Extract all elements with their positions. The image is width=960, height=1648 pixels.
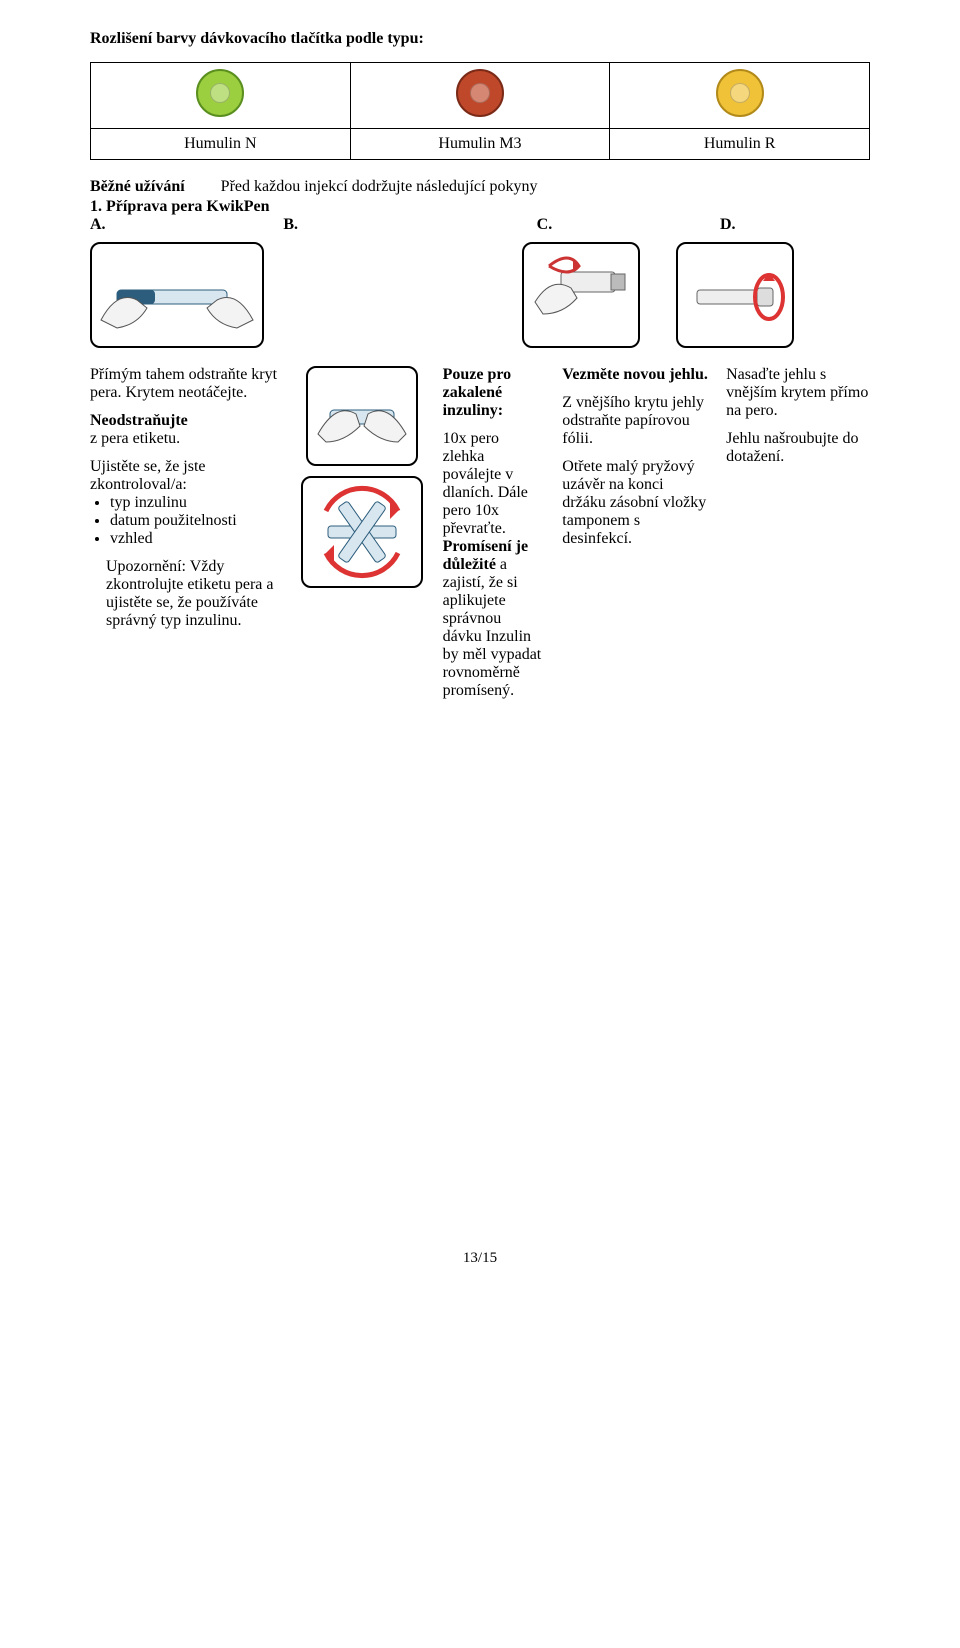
list-item: datum použitelnosti [110, 512, 282, 530]
usage-text: Před každou injekcí dodržujte následujíc… [221, 178, 538, 196]
col-b-images [300, 366, 425, 588]
swatch-cell [350, 63, 610, 129]
illustration-step-b-invert [301, 476, 423, 588]
swatch-cell [610, 63, 870, 129]
usage-label: Běžné užívání [90, 178, 185, 196]
illustration-step-c [522, 242, 640, 348]
col-a-listlead: Ujistěte se, že jste zkontroloval/a: [90, 458, 282, 494]
page-heading: Rozlišení barvy dávkovacího tlačítka pod… [90, 30, 870, 48]
col-d: Nasaďte jehlu s vnějším krytem přímo na … [726, 366, 870, 476]
col-d-p2: Jehlu našroubujte do dotažení. [726, 430, 870, 466]
col-a-p2-bold: Neodstraňujte [90, 412, 188, 429]
col-a-list: typ inzulinu datum použitelnosti vzhled [90, 494, 282, 548]
col-a-p2: Neodstraňujte z pera etiketu. [90, 412, 282, 448]
illustration-step-b-roll [306, 366, 418, 466]
illustration-step-a [90, 242, 264, 348]
col-c-p1: Z vnějšího krytu jehly odstraňte papírov… [562, 394, 708, 448]
col-c-p2: Otřete malý pryžový uzávěr na konci držá… [562, 458, 708, 548]
product-name: Humulin M3 [350, 129, 610, 160]
swatch-humulin-r [716, 69, 764, 117]
step-d-label: D. [720, 216, 870, 234]
page-footer: 13/15 [90, 1250, 870, 1267]
col-b-text: Pouze pro zakalené inzuliny: 10x pero zl… [443, 366, 545, 710]
list-item: vzhled [110, 530, 282, 548]
col-a-p2-rest: z pera etiketu. [90, 430, 180, 447]
list-item: typ inzulinu [110, 494, 282, 512]
product-name: Humulin R [610, 129, 870, 160]
col-b-body2a: Promísení je důležité [443, 538, 528, 573]
col-b-body1: 10x pero zlehka poválejte v dlaních. Dál… [443, 430, 528, 537]
step-b-label: B. [283, 216, 523, 234]
col-c-head: Vezměte novou jehlu. [562, 366, 708, 384]
col-b-head: Pouze pro zakalené inzuliny: [443, 366, 545, 420]
step-a-label: A. [90, 216, 270, 234]
section-title: 1. Příprava pera KwikPen [90, 198, 870, 216]
col-d-p1: Nasaďte jehlu s vnějším krytem přímo na … [726, 366, 870, 420]
usage-row: Běžné užívání Před každou injekcí dodržu… [90, 178, 870, 196]
col-a: Přímým tahem odstraňte kryt pera. Krytem… [90, 366, 282, 640]
instruction-columns: Přímým tahem odstraňte kryt pera. Krytem… [90, 366, 870, 710]
product-name: Humulin N [91, 129, 351, 160]
illustration-step-d [676, 242, 794, 348]
step-c-label: C. [537, 216, 707, 234]
step-images-row [90, 242, 870, 348]
col-a-p1: Přímým tahem odstraňte kryt pera. Krytem… [90, 366, 282, 402]
col-a-note: Upozornění: Vždy zkontrolujte etiketu pe… [90, 558, 282, 630]
swatch-humulin-n [196, 69, 244, 117]
color-table: Humulin N Humulin M3 Humulin R [90, 62, 870, 160]
swatch-humulin-m3 [456, 69, 504, 117]
swatch-cell [91, 63, 351, 129]
col-b-body: 10x pero zlehka poválejte v dlaních. Dál… [443, 430, 545, 700]
col-c: Vezměte novou jehlu. Z vnějšího krytu je… [562, 366, 708, 558]
step-letter-row: A. B. C. D. [90, 216, 870, 234]
col-b-body2b: a zajistí, že si aplikujete správnou dáv… [443, 556, 542, 699]
